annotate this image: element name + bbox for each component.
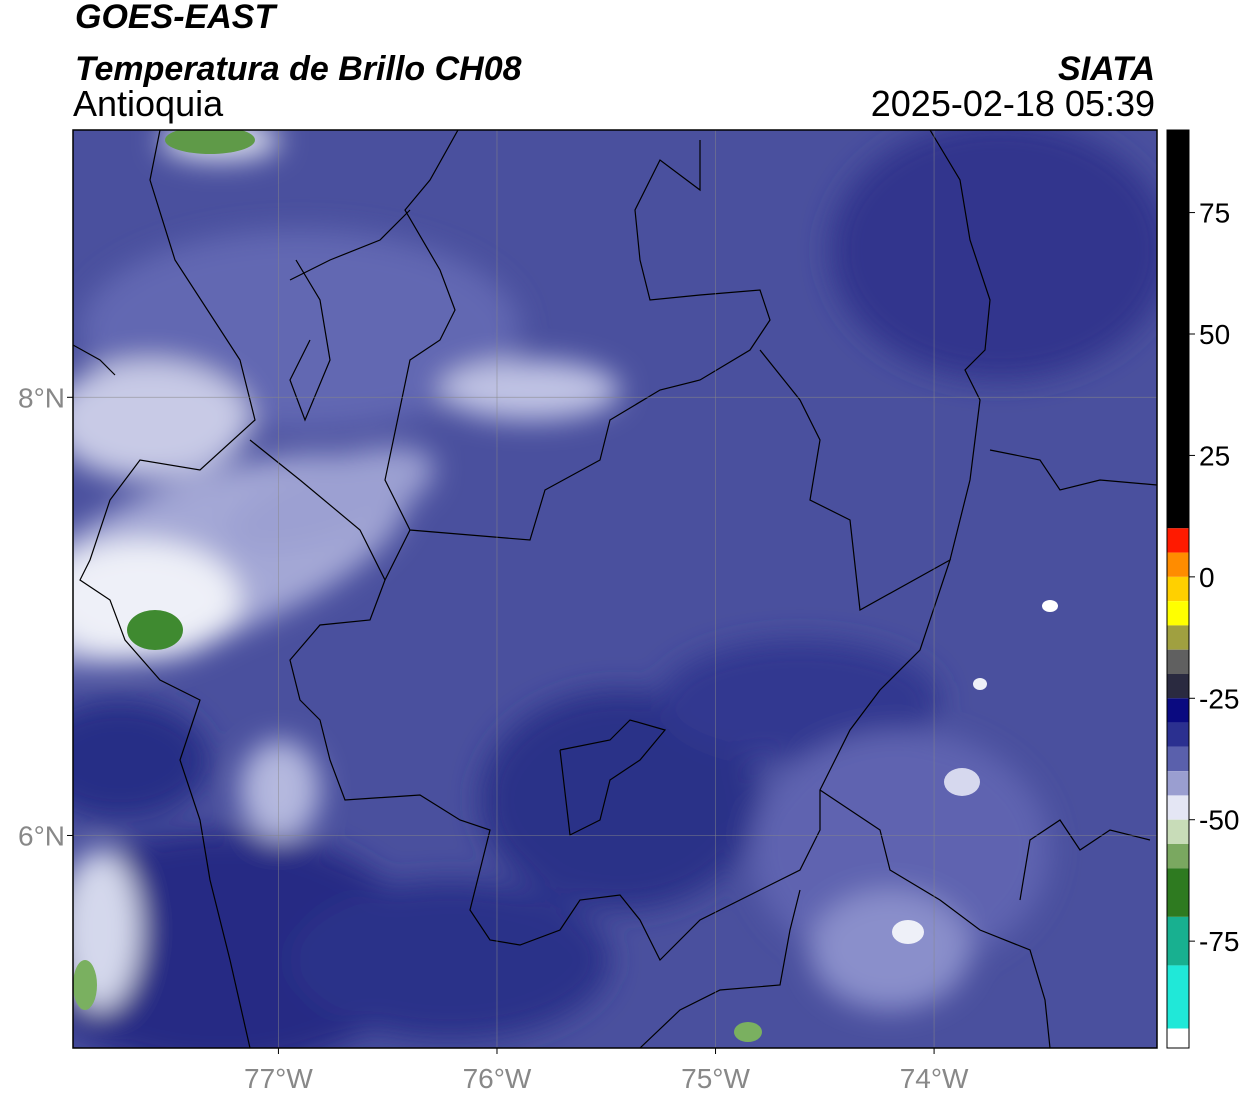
colorbar-segment (1167, 698, 1189, 723)
x-tick-label: 75°W (681, 1063, 750, 1094)
colorbar-segment (1167, 130, 1189, 529)
colorbar-tick-label: -50 (1199, 805, 1239, 836)
colorbar-segment (1167, 625, 1189, 650)
y-tick-label: 8°N (18, 382, 65, 413)
colorbar-tick-label: 50 (1199, 319, 1230, 350)
colorbar-segment (1167, 722, 1189, 747)
x-tick-label: 74°W (900, 1063, 969, 1094)
colorbar-segment (1167, 771, 1189, 796)
colorbar-segment (1167, 746, 1189, 772)
colorbar-tick-label: 25 (1199, 440, 1230, 471)
colorbar-tick-label: 75 (1199, 198, 1230, 229)
x-tick-label: 76°W (463, 1063, 532, 1094)
y-tick-label: 6°N (18, 820, 65, 851)
colorbar-segment (1167, 965, 1189, 1029)
colorbar-segment (1167, 868, 1189, 917)
satellite-image (73, 130, 1157, 1048)
colorbar-segment (1167, 576, 1189, 602)
colorbar-segment (1167, 649, 1189, 674)
colorbar-tick-label: -25 (1199, 683, 1239, 714)
timestamp: 2025-02-18 05:39 (871, 83, 1155, 124)
subtitle: Temperatura de Brillo CH08 (75, 50, 522, 88)
colorbar-frame (1166, 129, 1190, 1049)
colorbar-segment (1167, 844, 1189, 869)
colorbar-tick-label: 0 (1199, 562, 1215, 593)
colorbar-segment (1167, 819, 1189, 844)
borders (73, 130, 1157, 1048)
colorbar-segment (1167, 674, 1189, 699)
colorbar-segment (1167, 528, 1189, 553)
title: GOES-EAST (75, 0, 278, 36)
colorbar-segment (1167, 1028, 1189, 1048)
x-tick-label: 77°W (244, 1063, 313, 1094)
colorbar-segment (1167, 916, 1189, 966)
colorbar-segment (1167, 601, 1189, 626)
map-frame (72, 129, 1158, 1049)
source: SIATA (1058, 50, 1155, 88)
colorbar-segment (1167, 552, 1189, 577)
region: Antioquia (73, 83, 224, 124)
colorbar-tick-label: -75 (1199, 926, 1239, 957)
colorbar-segment (1167, 795, 1189, 820)
